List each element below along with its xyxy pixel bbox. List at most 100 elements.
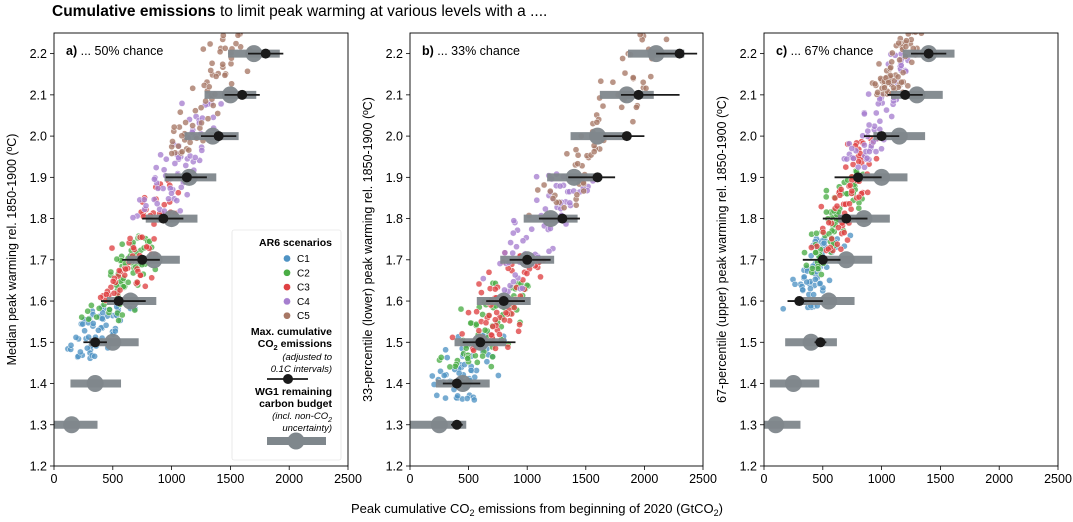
scatter-point-c1 bbox=[820, 239, 828, 247]
scatter-point-c5 bbox=[563, 150, 571, 158]
x-tick-label: 500 bbox=[102, 472, 123, 486]
scatter-point-c2 bbox=[473, 359, 481, 366]
scatter-point-c5 bbox=[895, 39, 903, 47]
scatter-point-c1 bbox=[463, 395, 471, 402]
legend-max-line2-sub: 2 bbox=[274, 343, 278, 352]
scatter-point-c5 bbox=[888, 58, 896, 66]
panel-3: 1.2 1.3 1.4 1.5 1.6 1.7 1.8 1.9 2.0 2.1 2.2 0 500 100… bbox=[715, 32, 1072, 486]
y-tick-label: 1.6 bbox=[740, 295, 757, 309]
scatter-point-c1 bbox=[79, 320, 87, 328]
max-emissions-dot bbox=[498, 296, 509, 307]
scatter-point-c4 bbox=[872, 148, 880, 155]
scatter-point-c3 bbox=[836, 191, 844, 199]
scatter-point-c5 bbox=[221, 71, 229, 79]
scatter-point-c5 bbox=[590, 148, 598, 156]
scatter-point-c5 bbox=[629, 74, 637, 81]
legend-wg1-note1: (incl. non-CO2 bbox=[272, 411, 332, 424]
scatter-point-c5 bbox=[574, 160, 582, 168]
y-tick-label: 1.6 bbox=[30, 295, 47, 309]
scatter-point-c3 bbox=[817, 203, 825, 210]
scatter-point-c5 bbox=[899, 69, 907, 76]
y-tick-label: 1.8 bbox=[30, 212, 47, 226]
legend-wg1-note1-sub: 2 bbox=[327, 417, 332, 424]
scatter-point-c5 bbox=[206, 40, 214, 48]
scatter-point-c3 bbox=[458, 330, 466, 338]
scatter-point-c5 bbox=[534, 186, 542, 194]
legend-label-c2: C2 bbox=[297, 268, 310, 279]
scatter-point-c5 bbox=[198, 119, 205, 127]
scatter-point-c3 bbox=[133, 278, 141, 286]
panels-layer: 1.2 1.3 1.4 1.5 1.6 1.7 1.8 1.9 2.0 2.1 2.2 0 500 100… bbox=[5, 26, 1072, 486]
panel-title-text: ... 33% chance bbox=[434, 44, 520, 58]
scatter-point-c2 bbox=[813, 229, 820, 237]
scatter-point-c1 bbox=[454, 392, 461, 400]
max-emissions-dot bbox=[237, 89, 248, 100]
scatter-point-c2 bbox=[822, 193, 830, 201]
scatter-point-c1 bbox=[95, 326, 102, 334]
scatter-point-c3 bbox=[122, 265, 130, 273]
scatter-point-c3 bbox=[837, 245, 845, 253]
scatter-point-c5 bbox=[210, 26, 216, 32]
panel-1: 1.2 1.3 1.4 1.5 1.6 1.7 1.8 1.9 2.0 2.1 2.2 0 500 100… bbox=[5, 26, 362, 486]
scatter-point-c4 bbox=[533, 196, 541, 204]
y-axis-label: Median peak warming rel. 1850-1900 (ºC) bbox=[5, 134, 19, 366]
max-emissions-markers bbox=[787, 48, 947, 348]
y-tick-label: 1.4 bbox=[30, 377, 47, 391]
legend-wg1-note2: uncertainty) bbox=[282, 423, 332, 434]
scatter-point-c5 bbox=[182, 119, 189, 126]
scatter-point-c1 bbox=[470, 396, 478, 404]
scatter-point-c3 bbox=[833, 240, 841, 248]
scatter-point-c5 bbox=[618, 103, 626, 111]
y-axis-label: 67-percentile (upper) peak warming rel. … bbox=[715, 96, 729, 403]
scatter-point-c5 bbox=[609, 78, 617, 86]
scatter-point-c3 bbox=[489, 323, 497, 330]
scatter-point-c4 bbox=[191, 154, 199, 161]
scatter-point-c2 bbox=[818, 271, 825, 278]
legend-max-line2-pre: CO bbox=[258, 338, 274, 350]
scatter-point-c3 bbox=[487, 331, 495, 339]
x-tick-label: 0 bbox=[51, 472, 58, 486]
wg1-budget-dot bbox=[837, 251, 855, 269]
max-emissions-dot bbox=[900, 89, 911, 100]
scatter-point-c3 bbox=[473, 308, 480, 316]
scatter-point-c5 bbox=[207, 67, 215, 74]
scatter-point-c2 bbox=[814, 265, 822, 273]
scatter-point-c4 bbox=[843, 155, 851, 163]
legend-label-c4: C4 bbox=[297, 297, 310, 308]
y-tick-label: 1.8 bbox=[740, 212, 757, 226]
scatter-point-c5 bbox=[885, 78, 892, 86]
legend-max-line2-post: emissions bbox=[278, 338, 332, 350]
legend-label-c1: C1 bbox=[297, 254, 310, 265]
scatter-point-c5 bbox=[887, 64, 895, 71]
scatter-point-c5 bbox=[580, 187, 588, 195]
scatter-point-c2 bbox=[95, 305, 103, 312]
scatter-point-c4 bbox=[176, 207, 184, 215]
figure-title-rest: to limit peak warming at various levels … bbox=[215, 3, 548, 20]
x-tick-label: 1500 bbox=[926, 472, 954, 486]
scatter-point-c5 bbox=[890, 84, 897, 92]
x-tick-label: 2500 bbox=[689, 472, 717, 486]
scatter-point-c5 bbox=[204, 115, 212, 123]
scatter-point-c2 bbox=[118, 240, 126, 248]
scatter-point-c5 bbox=[881, 84, 888, 92]
scatter-point-c1 bbox=[77, 348, 84, 356]
scatter-point-c1 bbox=[811, 276, 819, 283]
scatter-point-c5 bbox=[208, 59, 216, 67]
scatter-point-c5 bbox=[202, 97, 209, 105]
scatter-point-c5 bbox=[572, 201, 580, 209]
x-tick-label: 2500 bbox=[1044, 472, 1072, 486]
scatter-point-c5 bbox=[573, 191, 581, 199]
legend-wg1-line2: carbon budget bbox=[259, 398, 332, 410]
scatter-point-c3 bbox=[130, 244, 137, 252]
scatter-point-c4 bbox=[897, 62, 905, 69]
scatter-point-c2 bbox=[803, 262, 810, 269]
scatter-point-c2 bbox=[113, 255, 121, 263]
scatter-point-c3 bbox=[855, 193, 863, 201]
max-emissions-dot bbox=[794, 296, 805, 307]
y-tick-label: 1.4 bbox=[740, 377, 757, 391]
scatter-point-c4 bbox=[876, 117, 884, 125]
panel-label: a) bbox=[66, 44, 77, 58]
scatter-point-c3 bbox=[819, 228, 827, 236]
scatter-point-c5 bbox=[638, 26, 644, 32]
